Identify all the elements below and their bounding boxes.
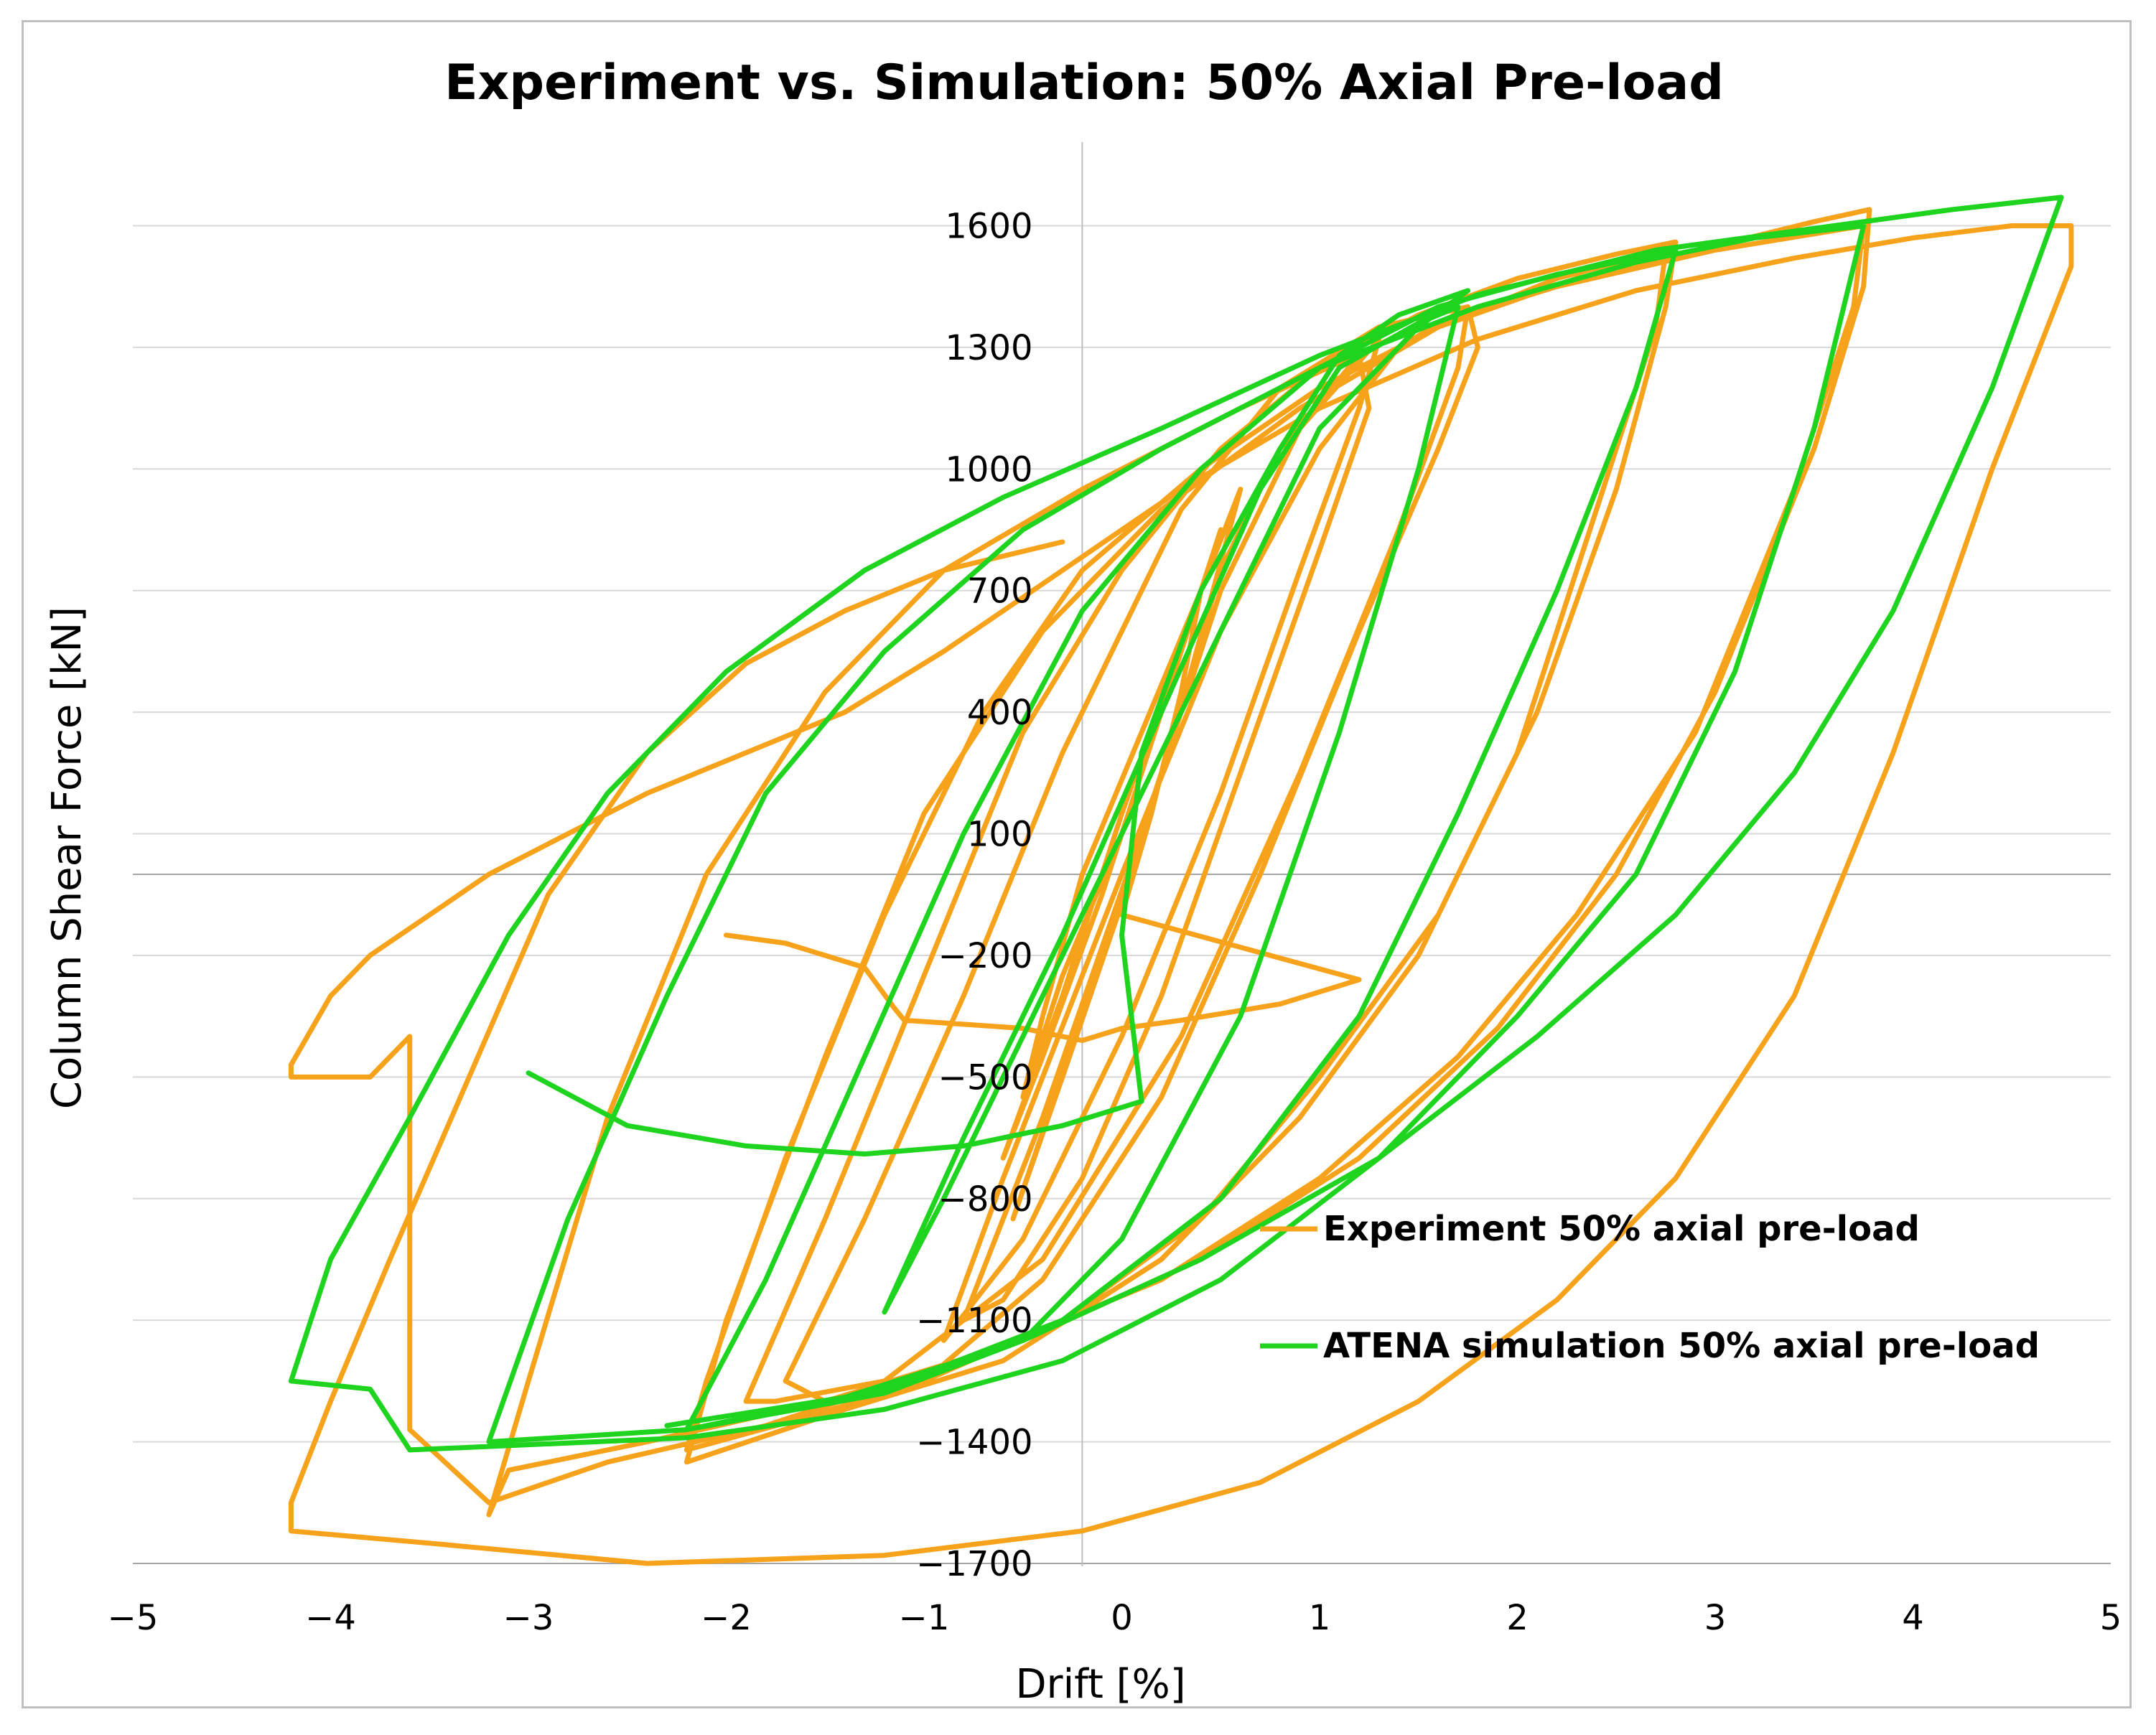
y-tick-label-0: 1600: [945, 206, 1032, 246]
legend-label-atena: ATENA simulation 50% axial pre-load: [1323, 1326, 2040, 1366]
legend-item-experiment: Experiment 50% axial pre-load: [1260, 1209, 1920, 1249]
y-tick-label-10: −1400: [916, 1423, 1032, 1463]
x-tick-label-10: 5: [2100, 1598, 2122, 1638]
series-line-experiment: [288, 207, 2074, 1566]
x-tick-label-3: −2: [701, 1598, 752, 1638]
x-tick-label-9: 4: [1902, 1598, 1924, 1638]
y-tick-label-8: −800: [938, 1179, 1033, 1220]
x-tick-label-1: −4: [305, 1598, 356, 1638]
series-line-atena: [288, 195, 2064, 1453]
series-layer: [288, 195, 2074, 1566]
y-tick-label-11: −1700: [916, 1544, 1032, 1584]
y-axis-label: Column Shear Force [kN]: [44, 607, 90, 1109]
x-tick-labels: −5 −4 −3 −2 −1 0 1 2 3 4 5: [108, 1598, 2122, 1638]
legend-label-experiment: Experiment 50% axial pre-load: [1323, 1209, 1920, 1249]
x-tick-label-4: −1: [899, 1598, 950, 1638]
chart-border: [22, 20, 2132, 1708]
y-tick-label-5: 100: [967, 815, 1033, 855]
x-tick-label-6: 1: [1309, 1598, 1331, 1638]
legend: Experiment 50% axial pre-load ATENA simu…: [1260, 1209, 2040, 1366]
x-tick-label-2: −3: [503, 1598, 554, 1638]
y-tick-label-2: 1000: [945, 449, 1032, 490]
y-tick-label-9: −1100: [916, 1301, 1032, 1341]
y-tick-label-6: −200: [938, 936, 1033, 976]
y-tick-label-7: −500: [938, 1057, 1033, 1098]
x-tick-label-0: −5: [108, 1598, 159, 1638]
chart-title: Experiment vs. Simulation: 50% Axial Pre…: [444, 55, 1724, 111]
y-tick-label-3: 700: [967, 571, 1033, 612]
legend-item-atena: ATENA simulation 50% axial pre-load: [1260, 1326, 2040, 1366]
y-tick-labels: 1600 1300 1000 700 400 100 −200 −500 −800 −1100 −1…: [916, 206, 1032, 1584]
x-tick-label-7: 2: [1506, 1598, 1529, 1638]
y-tick-label-1: 1300: [945, 328, 1032, 368]
x-tick-label-8: 3: [1704, 1598, 1727, 1638]
x-tick-label-5: 0: [1111, 1598, 1133, 1638]
y-tick-label-4: 400: [967, 693, 1033, 733]
x-axis-label: Drift [%]: [1015, 1661, 1185, 1708]
